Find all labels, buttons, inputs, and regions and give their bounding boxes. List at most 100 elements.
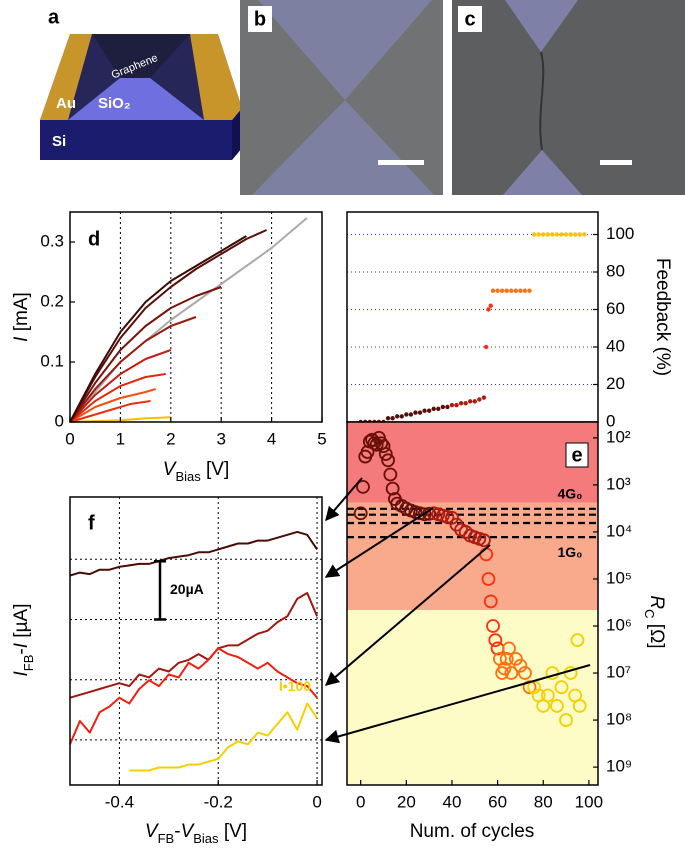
x-tick-label: 40 — [443, 792, 462, 811]
electrode-bottom — [503, 150, 582, 195]
si-side — [232, 108, 242, 160]
region — [347, 502, 598, 611]
y-axis-label: Feedback (%) — [652, 258, 673, 376]
si-front — [40, 120, 232, 160]
scale-bar — [600, 160, 632, 165]
arrow — [324, 664, 591, 744]
data-point — [568, 232, 573, 237]
data-point — [360, 445, 375, 459]
data-point — [554, 232, 560, 237]
data-point — [458, 401, 464, 406]
y-axis-label: IFB-I [µA] — [11, 604, 36, 677]
y-tick-label: 10⁹ — [606, 757, 632, 776]
arrow — [324, 544, 491, 686]
data-point — [513, 658, 528, 673]
x-axis-label: VFB-VBias [V] — [145, 821, 247, 846]
data-point — [477, 397, 482, 402]
data-point — [488, 633, 503, 648]
y-tick-label: 10⁵ — [606, 568, 632, 587]
data-line — [69, 373, 166, 423]
label-box — [458, 6, 482, 32]
scale-bar-label: 20µA — [170, 581, 204, 597]
data-point — [417, 410, 423, 415]
data-point — [570, 633, 585, 648]
label-subscript: C — [642, 609, 657, 618]
data-point — [408, 412, 414, 417]
x-tick-label: 2 — [166, 429, 175, 448]
label-subscript: Bias — [193, 831, 219, 846]
data-point — [399, 414, 404, 419]
image-background — [452, 0, 685, 195]
data-point — [572, 232, 578, 237]
gap — [539, 51, 545, 151]
data-point — [383, 467, 398, 482]
overlay: d e f — [88, 228, 591, 744]
data-line — [69, 592, 319, 699]
data-point — [541, 232, 546, 237]
data-point — [563, 232, 569, 237]
data-point — [440, 404, 446, 410]
data-point — [463, 401, 468, 406]
data-point — [477, 533, 491, 548]
plot-frame — [69, 211, 323, 423]
label-part: I — [11, 336, 32, 342]
data-point — [508, 651, 523, 666]
arrow — [324, 507, 434, 578]
data-point — [395, 414, 400, 419]
graphene-top — [92, 34, 190, 78]
x-tick-label: 20 — [397, 792, 416, 811]
data-point — [426, 408, 432, 413]
data-point — [577, 232, 582, 237]
label-part: [µA] — [11, 604, 32, 643]
data-point — [390, 416, 395, 421]
x-tick-label: 5 — [317, 429, 326, 448]
electrode-top — [258, 0, 432, 100]
label-part: V — [163, 459, 178, 480]
x-tick-label: -0.2 — [204, 792, 233, 811]
data-point — [572, 699, 587, 713]
panel-label: a — [48, 6, 60, 28]
label-part: V — [145, 821, 160, 842]
data-point — [502, 641, 516, 656]
label-box — [565, 442, 589, 468]
y-axis-label: RC [Ω] — [642, 595, 667, 648]
y-tick-label: 0 — [606, 411, 615, 430]
data-point — [413, 410, 418, 415]
label-part: I — [11, 670, 32, 676]
data-point — [468, 399, 473, 404]
series-annotation: I•100 — [279, 678, 311, 694]
data-point — [499, 651, 514, 666]
panel-label: c — [464, 8, 475, 30]
label-part: V — [181, 821, 196, 842]
panel-label: f — [88, 512, 95, 534]
label-subscript: FB — [158, 831, 175, 846]
micrograph-c — [452, 0, 685, 195]
data-point — [417, 507, 432, 522]
y-tick-label: 10⁴ — [606, 521, 632, 540]
y-tick-label: 10⁷ — [606, 663, 631, 682]
data-point — [504, 288, 509, 293]
label-part: R — [646, 595, 667, 609]
y-tick-label: 60 — [606, 299, 625, 318]
data-point — [513, 288, 519, 293]
y-tick-label: 0.3 — [40, 231, 64, 250]
y-tick-label: 0 — [55, 411, 64, 430]
data-point — [454, 402, 459, 408]
label-subscript: FB — [21, 655, 36, 672]
plot-frame — [346, 211, 599, 423]
data-point — [376, 439, 391, 454]
data-point — [481, 572, 496, 586]
y-tick-label: 10⁶ — [606, 615, 632, 634]
panel-label: d — [88, 228, 100, 250]
x-tick-label: 100 — [575, 792, 603, 811]
x-tick-label: 3 — [216, 429, 225, 448]
data-point — [486, 307, 491, 312]
data-point — [431, 406, 436, 412]
label-part: [Ω] — [646, 619, 667, 649]
scale-bar — [378, 160, 424, 165]
data-point — [483, 594, 498, 609]
data-point — [536, 232, 541, 237]
label-box — [248, 6, 272, 32]
